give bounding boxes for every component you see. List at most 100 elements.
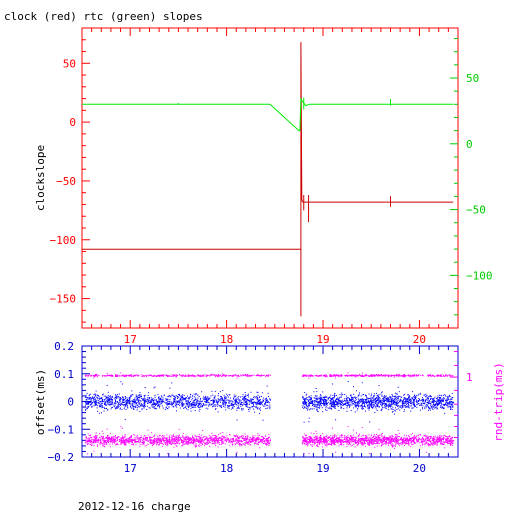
rndtrip-point xyxy=(234,444,236,446)
offset-point xyxy=(370,406,372,408)
offset-point xyxy=(102,394,103,396)
rndtrip-point xyxy=(198,445,199,447)
rndtrip-point xyxy=(261,374,262,376)
offset-point xyxy=(302,405,304,407)
offset-point xyxy=(206,401,208,403)
rndtrip-point xyxy=(373,374,375,376)
offset-point xyxy=(165,407,167,409)
offset-point xyxy=(388,403,390,405)
offset-point xyxy=(106,397,108,399)
rndtrip-point xyxy=(120,440,122,442)
offset-point xyxy=(86,401,88,403)
offset-point xyxy=(366,398,368,400)
offset-point xyxy=(121,383,123,385)
offset-point xyxy=(381,395,383,397)
offset-point xyxy=(118,402,119,404)
rndtrip-point xyxy=(109,433,111,435)
offset-point xyxy=(180,396,182,398)
offset-point xyxy=(397,407,399,409)
rndtrip-point xyxy=(355,375,357,377)
offset-point xyxy=(188,397,190,399)
offset-point xyxy=(415,399,417,401)
rndtrip-point xyxy=(129,439,131,441)
rndtrip-point xyxy=(195,436,197,438)
offset-point xyxy=(219,405,221,407)
offset-point xyxy=(193,402,194,404)
rndtrip-point xyxy=(225,374,227,376)
rndtrip-point xyxy=(190,442,192,443)
offset-point xyxy=(247,395,249,396)
offset-point xyxy=(412,399,414,401)
offset-point xyxy=(93,393,95,395)
offset-point xyxy=(313,397,315,399)
offset-point xyxy=(372,404,374,406)
offset-point xyxy=(400,396,402,398)
offset-point xyxy=(144,387,146,388)
rndtrip-point xyxy=(90,434,92,436)
offset-point xyxy=(319,403,321,405)
offset-point xyxy=(165,406,167,408)
offset-point xyxy=(191,403,193,405)
rndtrip-point xyxy=(211,437,213,439)
rndtrip-point xyxy=(352,375,354,377)
offset-point xyxy=(192,401,194,403)
rndtrip-point xyxy=(155,440,157,442)
offset-point xyxy=(370,397,372,399)
offset-point xyxy=(409,401,411,403)
rndtrip-point xyxy=(199,438,201,439)
offset-point xyxy=(203,405,205,406)
offset-point xyxy=(96,407,98,409)
rndtrip-point xyxy=(252,439,254,441)
rndtrip-point xyxy=(266,443,268,444)
offset-point xyxy=(428,400,430,402)
offset-point xyxy=(415,396,416,398)
offset-point xyxy=(244,392,246,393)
offset-point xyxy=(87,406,89,408)
rndtrip-point xyxy=(94,435,96,437)
offset-point xyxy=(231,401,233,403)
offset-point xyxy=(137,405,139,407)
offset-point xyxy=(247,406,249,408)
offset-point xyxy=(143,404,145,406)
offset-point xyxy=(137,396,139,398)
rndtrip-point xyxy=(133,444,135,446)
rndtrip-point xyxy=(156,435,158,437)
offset-point xyxy=(94,396,96,398)
rndtrip-point xyxy=(181,436,183,438)
offset-point xyxy=(418,403,420,404)
rndtrip-point xyxy=(247,435,249,437)
offset-point xyxy=(332,402,334,404)
offset-point xyxy=(193,406,195,408)
rndtrip-point xyxy=(145,439,147,441)
offset-point xyxy=(324,399,326,400)
rndtrip-point xyxy=(388,374,389,376)
offset-point xyxy=(99,406,101,408)
offset-point xyxy=(386,404,388,406)
offset-point xyxy=(220,397,222,399)
offset-point xyxy=(169,396,171,398)
offset-point xyxy=(257,407,259,409)
offset-point xyxy=(172,406,174,408)
offset-point xyxy=(335,404,336,406)
offset-point xyxy=(89,401,91,403)
rndtrip-point xyxy=(122,436,123,438)
rndtrip-point xyxy=(112,439,114,441)
offset-point xyxy=(201,400,203,402)
rndtrip-point xyxy=(102,445,104,447)
offset-point xyxy=(198,406,199,408)
offset-point xyxy=(98,396,100,398)
offset-point xyxy=(350,402,352,404)
offset-point xyxy=(341,394,343,396)
offset-point xyxy=(384,403,386,405)
offset-point xyxy=(306,407,308,409)
offset-point xyxy=(192,406,194,408)
offset-point xyxy=(117,402,119,403)
offset-point xyxy=(353,400,355,402)
offset-point xyxy=(429,394,431,396)
rndtrip-point xyxy=(168,375,169,377)
offset-point xyxy=(189,402,191,403)
offset-point xyxy=(161,401,163,402)
rndtrip-point xyxy=(165,442,166,444)
offset-point xyxy=(85,400,87,402)
rndtrip-point xyxy=(206,436,208,438)
